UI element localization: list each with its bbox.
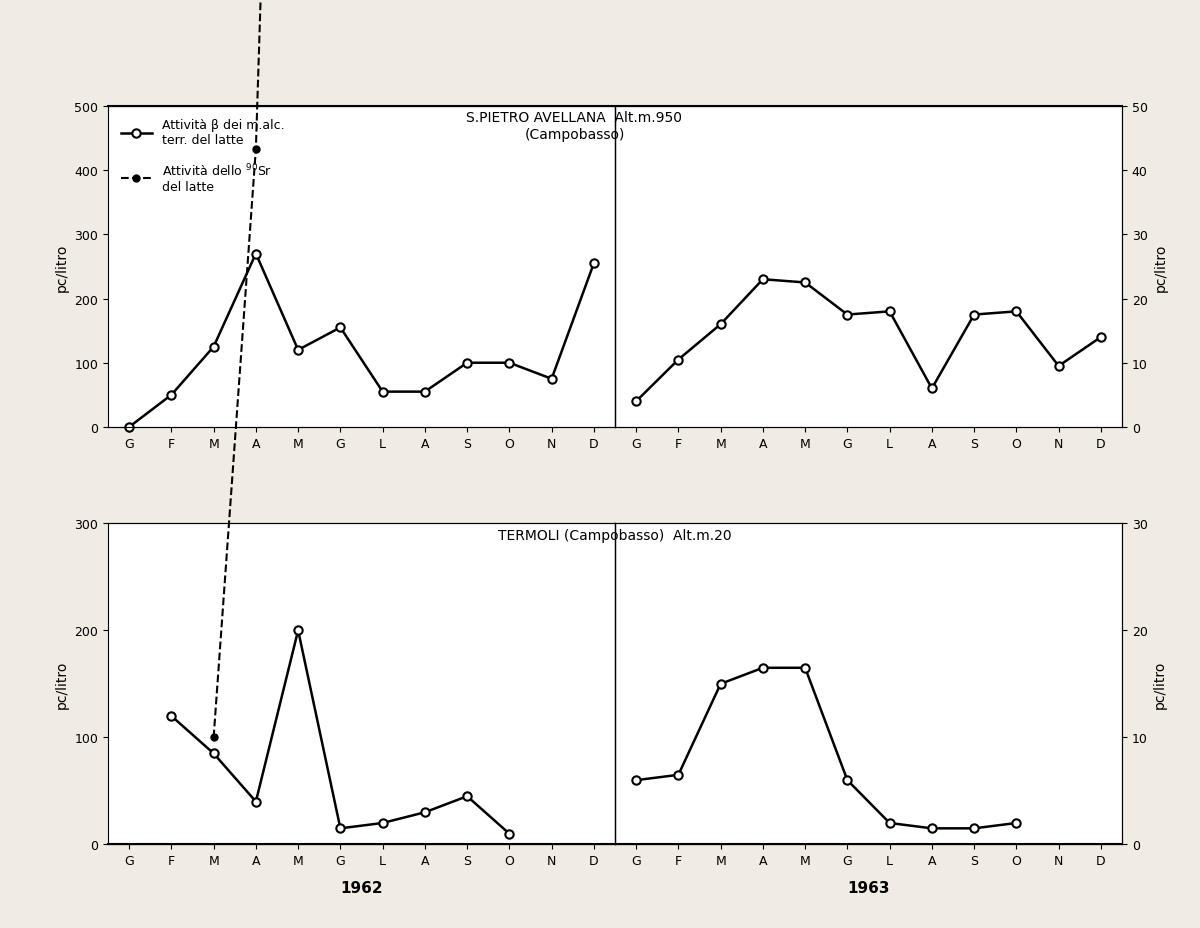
Legend: Attività β dei m.alc.
terr. del latte, Attività dello $^{90}$Sr
del latte: Attività β dei m.alc. terr. del latte, A… [114,113,290,200]
Text: S.PIETRO AVELLANA  Alt.m.950
(Campobasso): S.PIETRO AVELLANA Alt.m.950 (Campobasso) [467,111,683,142]
Y-axis label: pc/litro: pc/litro [1153,243,1168,291]
Y-axis label: pc/litro: pc/litro [55,660,68,708]
Text: 1963: 1963 [847,880,889,895]
Text: 1962: 1962 [340,880,383,895]
Text: TERMOLI (Campobasso)  Alt.m.20: TERMOLI (Campobasso) Alt.m.20 [498,528,732,542]
Y-axis label: pc/litro: pc/litro [1153,660,1168,708]
Y-axis label: pc/litro: pc/litro [55,243,68,291]
